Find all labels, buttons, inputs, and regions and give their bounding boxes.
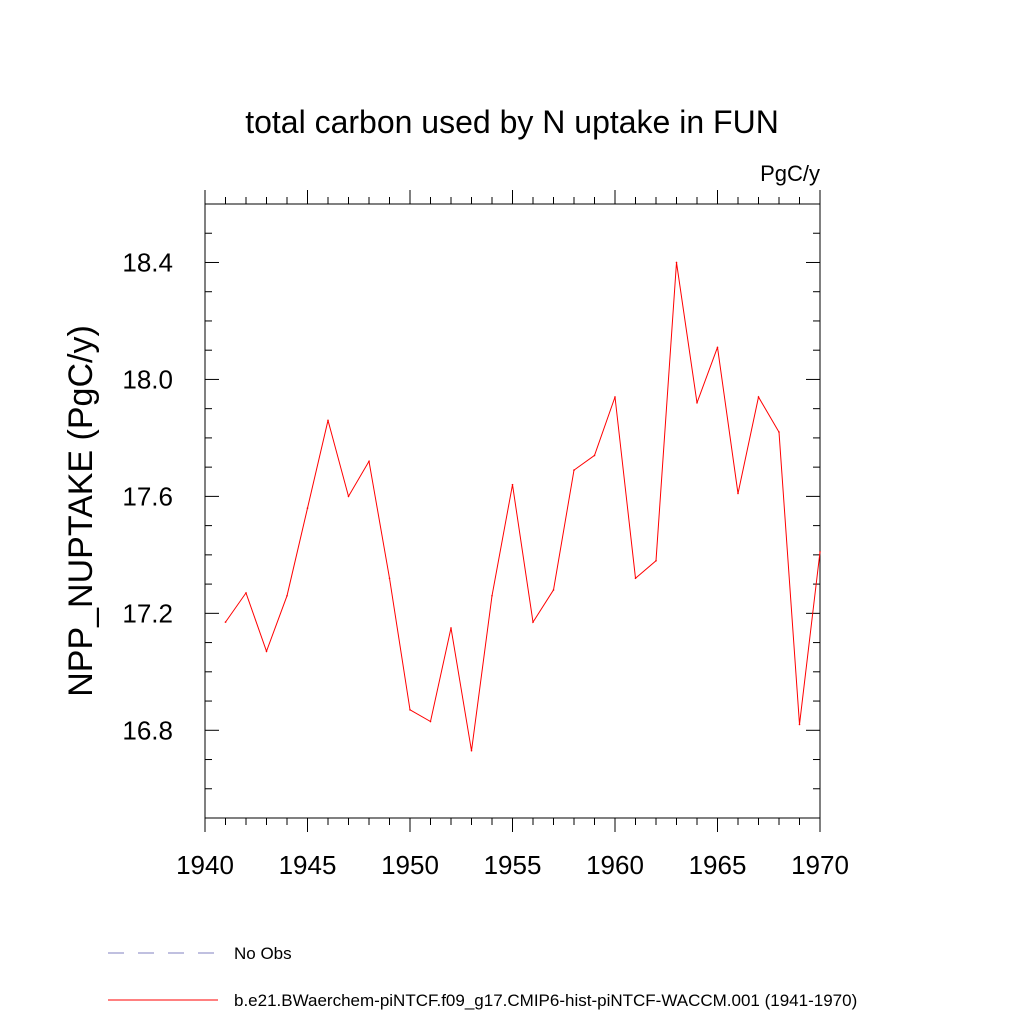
legend-label-model: b.e21.BWaerchem-piNTCF.f09_g17.CMIP6-his… [234, 991, 857, 1010]
data-point [429, 720, 432, 723]
data-point [778, 431, 780, 433]
legend-label-no-obs: No Obs [234, 944, 292, 963]
data-point [224, 621, 227, 623]
axis-tick-labels: 1940 1945 1950 1955 1960 1965 1970 16.8 17.2 17.6… [122, 247, 849, 880]
data-point [614, 396, 616, 398]
data-point [265, 650, 268, 653]
data-point [532, 621, 534, 623]
data-point [450, 627, 452, 629]
x-tick-label: 1955 [484, 850, 542, 880]
data-point [696, 402, 698, 404]
x-tick-label: 1940 [176, 850, 234, 880]
y-tick-label: 17.6 [122, 481, 173, 511]
data-point [716, 346, 719, 349]
x-tick-label: 1960 [586, 850, 644, 880]
data-point [245, 592, 247, 594]
data-point [470, 749, 473, 752]
x-tick-label: 1965 [689, 850, 747, 880]
data-point [552, 589, 555, 591]
x-tick-label: 1970 [791, 850, 849, 880]
series-layer [224, 261, 821, 752]
y-tick-label: 17.2 [122, 598, 173, 628]
data-point [675, 261, 678, 264]
data-point [655, 559, 657, 562]
data-point [593, 454, 596, 457]
x-tick-label: 1950 [381, 850, 439, 880]
x-tick-label: 1945 [279, 850, 337, 880]
data-point [798, 723, 801, 726]
data-point [388, 577, 391, 580]
data-point [286, 594, 288, 597]
plot-frame [204, 203, 821, 819]
data-point [634, 577, 637, 580]
legend: No Obs b.e21.BWaerchem-piNTCF.f09_g17.CM… [108, 944, 857, 1010]
data-point [757, 396, 760, 398]
data-point [573, 469, 575, 471]
data-point [347, 495, 350, 498]
data-point [327, 419, 329, 422]
y-tick-label: 16.8 [122, 715, 173, 745]
series-line-0 [225, 262, 821, 751]
data-point [737, 492, 739, 495]
y-tick-label: 18.0 [122, 364, 173, 394]
data-point [491, 594, 493, 597]
data-point [409, 709, 411, 711]
chart-title: total carbon used by N uptake in FUN [245, 104, 779, 140]
units-label: PgC/y [760, 161, 820, 186]
y-tick-label: 18.4 [122, 247, 173, 277]
data-point [306, 507, 309, 509]
data-point [819, 551, 821, 553]
data-point [368, 460, 370, 463]
data-point [511, 483, 514, 486]
axis-ticks [204, 190, 821, 832]
y-axis-label: NPP_NUPTAKE (PgC/y) [62, 325, 100, 697]
